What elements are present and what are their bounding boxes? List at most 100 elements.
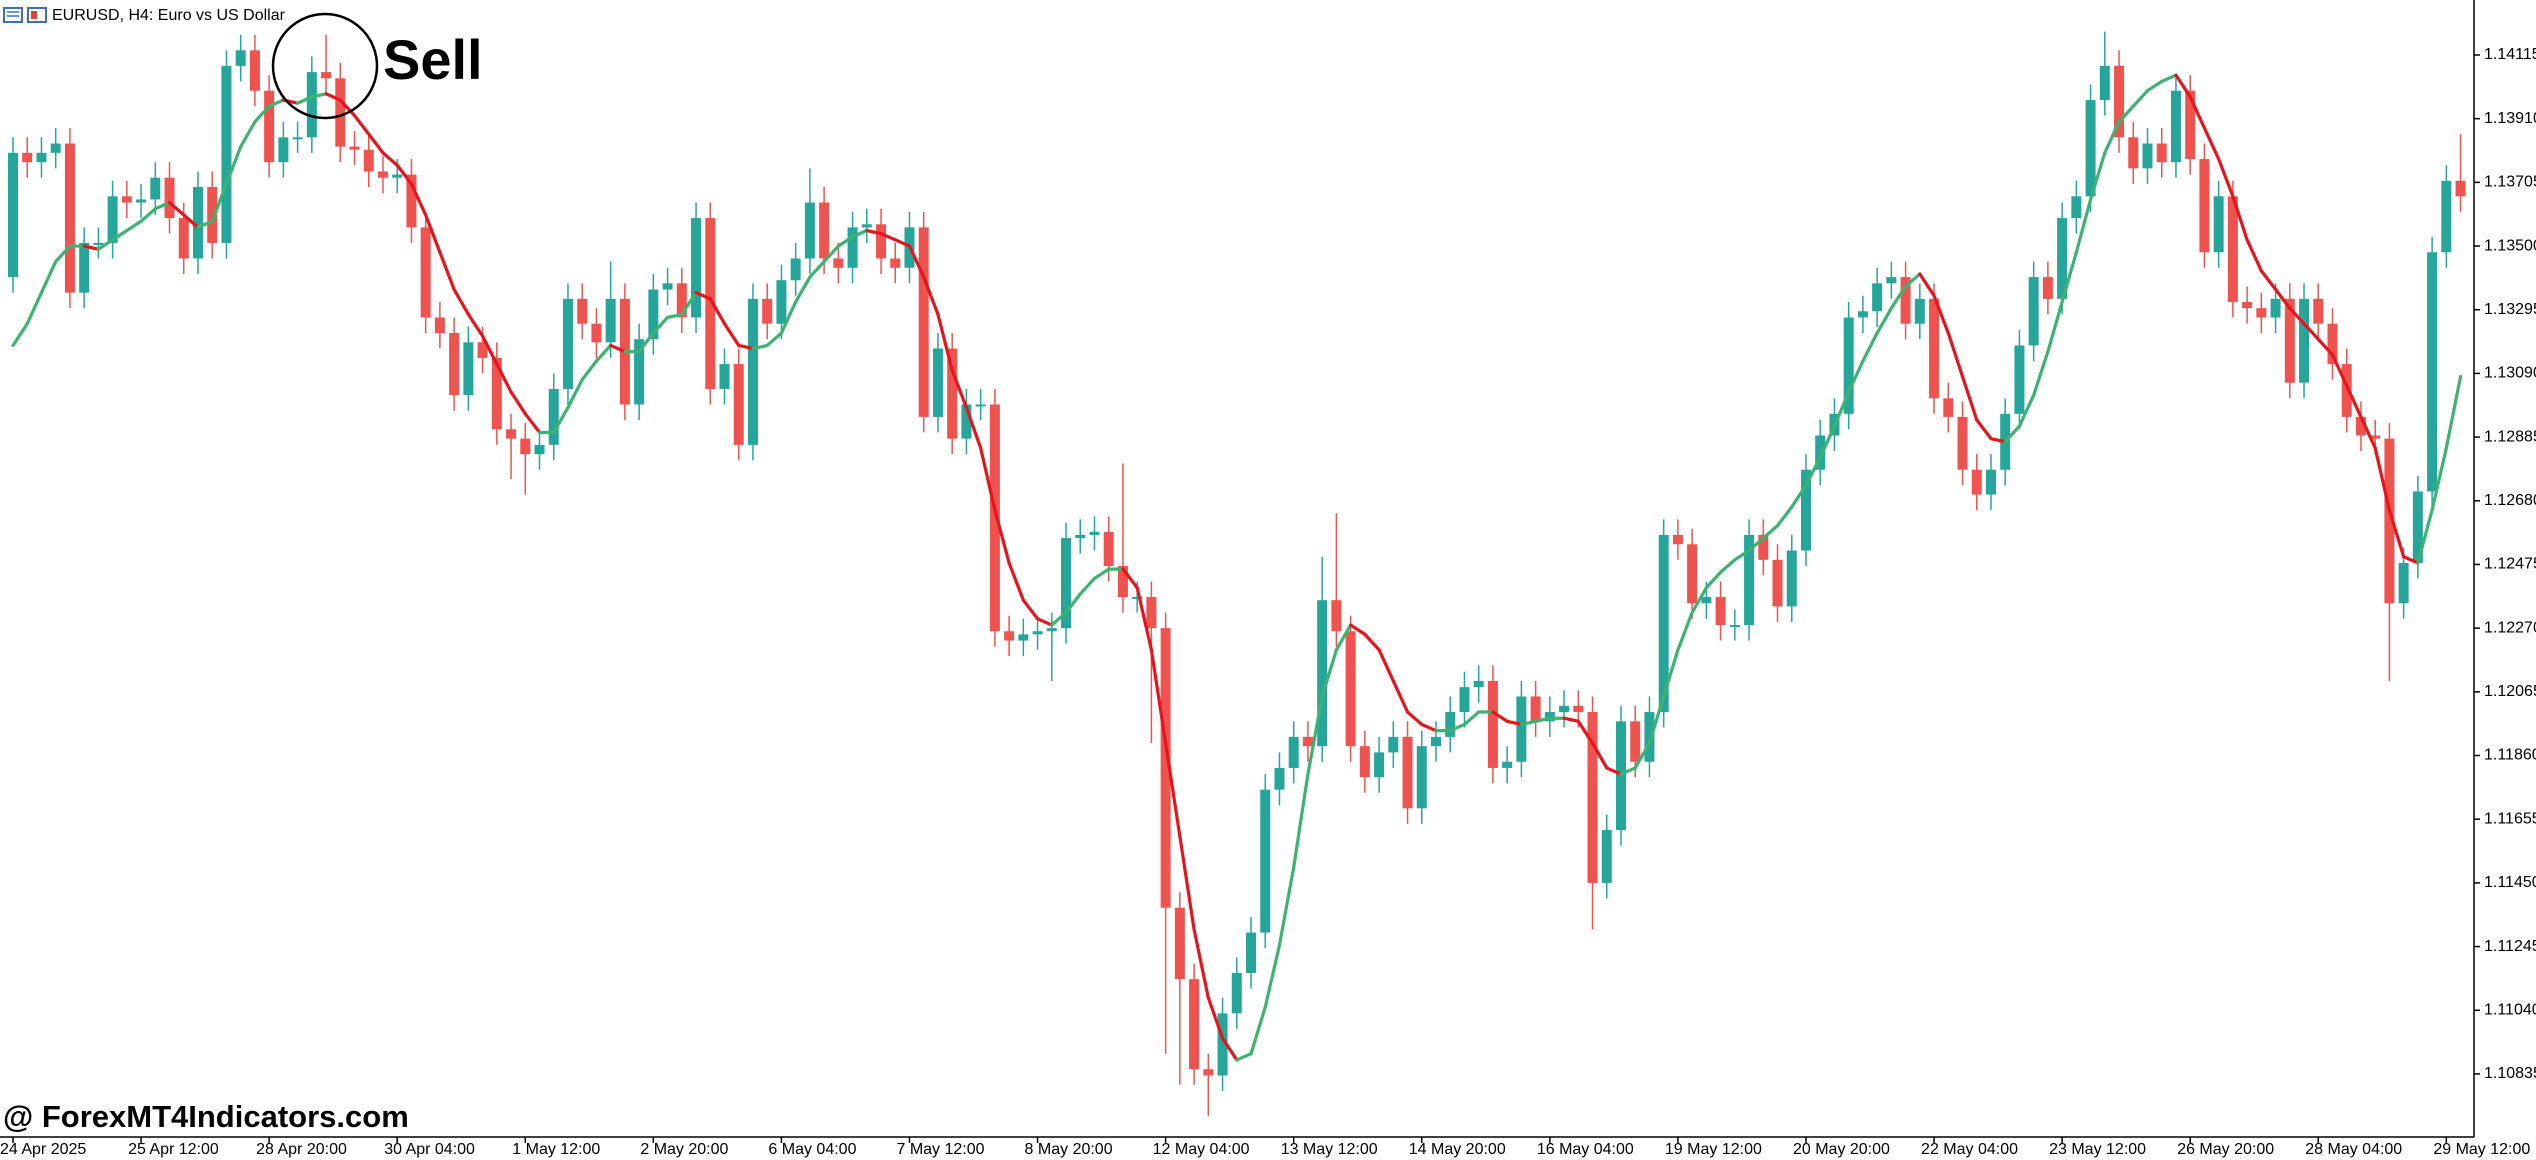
x-tick-label: 28 May 04:00 <box>2305 1141 2402 1158</box>
indicator-line <box>1220 1036 1239 1062</box>
candle-body <box>1971 469 1982 495</box>
candle-body <box>719 364 730 389</box>
candle-body <box>278 137 289 163</box>
indicator-line <box>2430 446 2448 512</box>
candle-body <box>1160 628 1171 908</box>
candle-body <box>506 429 517 439</box>
indicator-line <box>2444 374 2463 450</box>
candle-body <box>861 224 872 228</box>
x-tick-label: 2 May 20:00 <box>640 1141 728 1158</box>
indicator-line <box>2032 350 2050 397</box>
candle-body <box>605 298 616 343</box>
y-tick-label: 1.13910 <box>2484 110 2536 127</box>
indicator-line <box>1320 648 1338 699</box>
indicator-line <box>2273 287 2292 310</box>
candle-body <box>1459 687 1470 713</box>
indicator-line <box>2245 238 2263 273</box>
indicator-line <box>1619 766 1637 776</box>
candle-body <box>2427 252 2438 492</box>
candle-body <box>1402 736 1413 809</box>
indicator-line <box>580 359 599 382</box>
indicator-line <box>2174 73 2192 99</box>
indicator-line <box>2060 250 2078 304</box>
candle-body <box>249 50 260 91</box>
indicator-line <box>111 228 129 242</box>
indicator-line <box>367 132 385 155</box>
candle-body <box>1189 979 1200 1070</box>
indicator-line <box>1235 1052 1253 1062</box>
candle-body <box>691 218 702 318</box>
indicator-line <box>1149 648 1168 745</box>
x-tick-label: 19 May 12:00 <box>1665 1141 1762 1158</box>
indicator-line <box>1277 865 1296 947</box>
indicator-line <box>381 151 399 167</box>
candle-body <box>562 298 573 389</box>
candle-body <box>93 242 104 245</box>
indicator-line <box>2046 300 2064 354</box>
indicator-line <box>1918 272 1936 298</box>
indicator-line <box>922 275 940 316</box>
candle-body <box>1260 789 1271 933</box>
candle-body <box>1630 721 1641 762</box>
y-tick-label: 1.14115 <box>2484 46 2536 63</box>
indicator-line <box>1761 524 1780 540</box>
y-tick-label: 1.11450 <box>2484 874 2536 891</box>
indicator-line <box>2088 151 2107 202</box>
candle-body <box>1359 746 1370 778</box>
candle-body <box>2284 298 2295 383</box>
indicator-line <box>267 98 285 108</box>
candle-body <box>1886 277 1897 284</box>
candle-body <box>2042 277 2053 299</box>
indicator-line <box>1718 558 1737 574</box>
candle-body <box>2213 196 2224 253</box>
indicator-line <box>1747 536 1765 553</box>
candle-body <box>349 146 360 150</box>
indicator-line <box>708 297 727 326</box>
candle-body <box>577 298 588 324</box>
candle-body <box>2199 159 2210 253</box>
candle-body <box>1416 746 1427 809</box>
candle-body <box>819 202 830 259</box>
candle-body <box>932 348 943 417</box>
indicator-line <box>1903 272 1922 289</box>
candle-body <box>520 438 531 455</box>
indicator-line <box>2003 424 2022 444</box>
indicator-line <box>1505 719 1523 727</box>
indicator-line <box>1704 570 1723 590</box>
candle-body <box>890 258 901 268</box>
candle-body <box>420 227 431 318</box>
candle-body <box>947 348 958 439</box>
indicator-line <box>1391 679 1410 714</box>
indicator-line <box>2288 306 2306 326</box>
candle-body <box>2370 435 2381 439</box>
candle-body <box>2256 308 2267 318</box>
x-tick-label: 28 Apr 20:00 <box>256 1141 347 1158</box>
candle-body <box>2299 298 2310 383</box>
indicator-line <box>1306 694 1324 776</box>
candle-body <box>648 289 659 340</box>
candle-body <box>335 78 346 147</box>
indicator-line <box>2017 393 2036 428</box>
indicator-line <box>865 228 883 236</box>
candle-body <box>2242 301 2253 309</box>
menu-icon[interactable] <box>3 7 23 23</box>
candle-body <box>762 298 773 324</box>
candle-body <box>876 224 887 259</box>
indicator-line <box>979 446 997 512</box>
indicator-line <box>182 213 200 229</box>
candle-body <box>2227 196 2238 302</box>
indicator-line <box>409 182 428 217</box>
indicator-line <box>1562 716 1580 723</box>
candle-body <box>2156 143 2167 163</box>
indicator-line <box>1292 772 1310 869</box>
candle-body <box>833 258 844 268</box>
y-tick-label: 1.13090 <box>2484 365 2536 382</box>
candle-body <box>392 174 403 178</box>
indicator-line <box>552 405 570 435</box>
indicator-line <box>153 200 172 211</box>
candle-body <box>1302 736 1313 747</box>
candle-body <box>2085 100 2096 197</box>
candle-body <box>847 227 858 268</box>
candle-body <box>1246 932 1257 973</box>
